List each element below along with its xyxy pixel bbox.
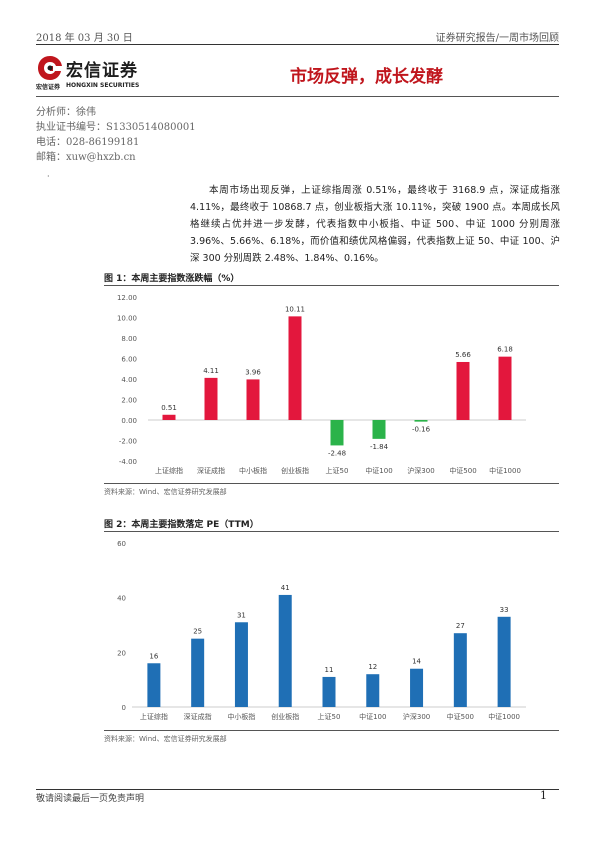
bar	[278, 594, 292, 707]
figure1-top-rule	[104, 285, 559, 286]
data-label: 14	[412, 658, 421, 666]
x-tick-label: 中证100	[359, 712, 386, 721]
bar	[414, 420, 428, 422]
bar	[372, 420, 386, 439]
logo-mark-icon	[38, 56, 62, 80]
report-date: 2018 年 03 月 30 日	[36, 33, 133, 44]
data-label: 11	[325, 666, 334, 674]
analyst-cert: 执业证书编号：S1330514080001	[36, 122, 196, 133]
x-tick-label: 沪深300	[407, 466, 434, 475]
x-tick-label: 中证100	[365, 466, 392, 475]
data-label: 27	[456, 622, 465, 630]
analyst-phone: 电话：028-86199181	[36, 137, 140, 148]
figure1-source: 资料来源：Wind、宏信证券研究发展部	[104, 488, 227, 496]
x-tick-label: 上证50	[326, 466, 349, 475]
bar	[410, 668, 424, 707]
data-label: -2.48	[328, 449, 346, 457]
bar	[191, 638, 205, 707]
x-tick-label: 上证综指	[155, 466, 183, 475]
header-divider	[36, 44, 559, 45]
y-tick-label: 60	[117, 540, 126, 548]
x-tick-label: 创业板指	[271, 712, 299, 721]
x-tick-label: 中证500	[449, 466, 476, 475]
y-tick-label: -4.00	[119, 458, 137, 466]
data-label: 0.51	[161, 404, 177, 412]
data-label: 31	[237, 611, 246, 619]
logo-sub-cn: 宏信证券	[36, 84, 61, 91]
x-tick-label: 中小板指	[227, 712, 255, 721]
figure1-chart: -4.00 -2.00 0.00 2.00 4.00 6.00 8.00 10.00 12.00…	[117, 294, 526, 475]
x-tick-label: 中证1000	[489, 466, 521, 475]
data-label: 5.66	[455, 351, 471, 359]
x-tick-label: 上证50	[318, 712, 341, 721]
data-label: 10.11	[285, 305, 305, 313]
bar	[322, 676, 336, 707]
x-tick-label: 中证500	[447, 712, 474, 721]
y-tick-label: 4.00	[121, 376, 137, 384]
x-tick-label: 中证1000	[488, 712, 520, 721]
x-tick-label: 创业板指	[281, 466, 309, 475]
data-label: 6.18	[497, 346, 513, 354]
logo-sub-en: HONGXIN SECURITIES	[66, 82, 140, 89]
data-label: -0.16	[412, 426, 431, 434]
x-tick-label: 上证综指	[140, 712, 168, 721]
bar	[456, 361, 470, 420]
figure1-title: 图 1：本周主要指数涨跌幅（%）	[104, 274, 240, 284]
data-label: 33	[500, 606, 509, 614]
bar	[147, 663, 161, 707]
x-tick-label: 中小板指	[239, 466, 267, 475]
data-label: 25	[193, 628, 202, 636]
y-tick-label: 40	[117, 595, 126, 603]
analyst-name: 分析师：徐伟	[36, 107, 96, 118]
logo-name: 宏信证券	[66, 61, 138, 81]
page-number: 1	[540, 789, 547, 802]
figure2-bottom-rule	[104, 730, 559, 731]
y-tick-label: 8.00	[121, 335, 137, 343]
data-label: -1.84	[370, 443, 389, 451]
figure2-title: 图 2：本周主要指数落定 PE（TTM）	[104, 520, 259, 530]
bar	[453, 633, 467, 707]
x-tick-label: 沪深300	[403, 712, 430, 721]
analyst-email: 邮箱：xuw@hxzb.cn	[36, 152, 136, 163]
y-tick-label: 6.00	[121, 356, 137, 364]
data-label: 3.96	[245, 368, 261, 376]
report-category: 证券研究报告/一周市场回顾	[435, 33, 559, 44]
bar	[366, 674, 380, 707]
y-tick-label: 0.00	[121, 417, 137, 425]
y-tick-label: 2.00	[121, 397, 137, 405]
data-label: 4.11	[203, 367, 219, 375]
y-tick-label: 20	[117, 649, 126, 657]
figure1-bottom-rule	[104, 483, 559, 484]
bar	[497, 616, 511, 707]
data-label: 16	[149, 652, 158, 660]
x-tick-label: 深证成指	[184, 712, 212, 721]
bar	[288, 316, 302, 420]
summary-paragraph: 本周市场出现反弹，上证综指周涨 0.51%，最终收于 3168.9 点，深证成指…	[190, 185, 560, 264]
data-label: 41	[281, 584, 290, 592]
bar	[204, 377, 218, 420]
figure2-chart: 0 20 40 60 16 上证综指 25 深证成指 31 中小板指 41 创业板指 11 上证50 12 中…	[117, 540, 526, 721]
footer-divider	[36, 789, 559, 790]
footer-disclaimer: 敬请阅读最后一页免责声明	[36, 794, 145, 804]
y-tick-label: -2.00	[119, 438, 137, 446]
figure2-top-rule	[104, 531, 559, 532]
y-tick-label: 12.00	[117, 294, 137, 302]
x-tick-label: 深证成指	[197, 466, 225, 475]
page-title: 市场反弹，成长发酵	[290, 67, 443, 87]
y-tick-label: 10.00	[117, 315, 137, 323]
title-divider	[36, 96, 559, 97]
bar	[498, 356, 512, 420]
bar	[234, 622, 248, 707]
bar	[330, 420, 344, 446]
figure2-source: 资料来源：Wind、宏信证券研究发展部	[104, 735, 227, 743]
company-logo: 宏信证券 宏信证券 HONGXIN SECURITIES	[36, 52, 166, 94]
bar	[246, 379, 260, 420]
y-tick-label: 0	[122, 704, 126, 712]
bar	[162, 414, 176, 420]
bullet-dot: ·	[47, 172, 50, 181]
data-label: 12	[368, 663, 377, 671]
